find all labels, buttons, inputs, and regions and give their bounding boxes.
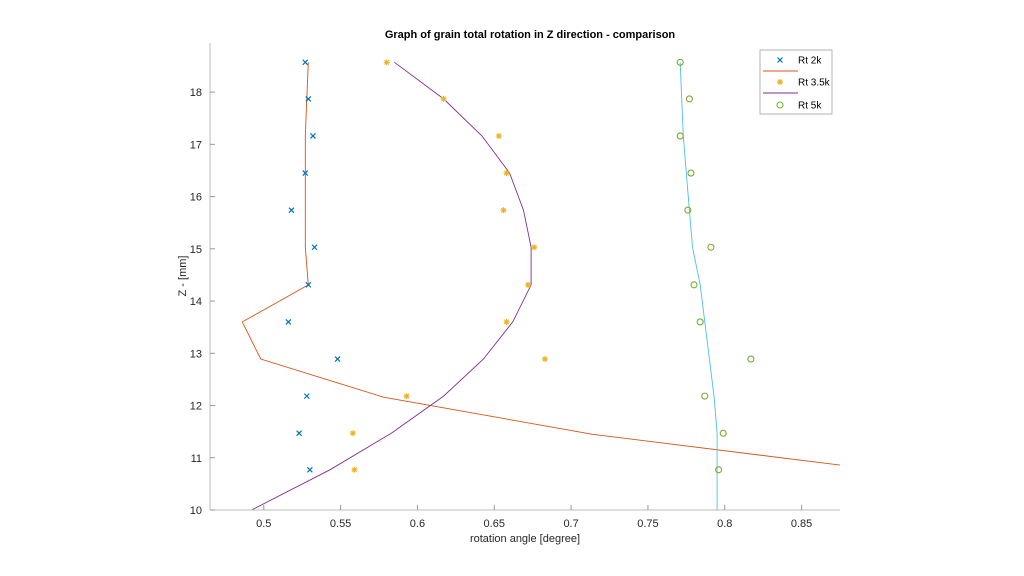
data-point <box>676 58 684 66</box>
y-tick-label: 16 <box>190 192 202 204</box>
plot-area <box>241 58 840 510</box>
x-tick-label: 0.7 <box>563 518 578 530</box>
data-point <box>334 356 341 362</box>
x-tick-label: 0.8 <box>717 518 732 530</box>
data-point <box>500 207 507 214</box>
data-point <box>302 170 309 176</box>
data-point <box>690 281 698 289</box>
fit-line <box>679 62 718 510</box>
x-tick-label: 0.85 <box>791 518 812 530</box>
fit-line <box>241 62 840 466</box>
y-tick-label: 18 <box>190 87 202 99</box>
legend-label: Rt 2k <box>798 56 822 67</box>
data-point <box>440 95 447 102</box>
data-point <box>687 169 695 177</box>
data-point <box>288 207 295 214</box>
y-tick-label: 17 <box>190 139 202 151</box>
axes: 0.5 0.55 0.6 0.65 0.7 0.75 0.8 0.85 10 11 12 13 14 15… <box>190 43 840 530</box>
data-point <box>541 356 548 363</box>
legend: Rt 2k Rt 3.5k Rt 5k <box>759 49 833 115</box>
x-tick-label: 0.55 <box>330 518 351 530</box>
data-point <box>285 319 292 325</box>
data-point <box>685 95 693 103</box>
data-point <box>696 318 704 326</box>
data-point <box>503 318 510 325</box>
legend-box <box>759 49 833 115</box>
y-tick-label: 15 <box>190 244 202 256</box>
x-axis-label: rotation angle [degree] <box>470 533 580 545</box>
x-tick-label: 0.5 <box>256 518 271 530</box>
y-tick-label: 12 <box>190 401 202 413</box>
legend-marker <box>777 57 783 63</box>
data-point <box>503 170 510 177</box>
y-tick-label: 10 <box>190 505 202 517</box>
legend-label: Rt 3.5k <box>798 78 831 89</box>
chart-title: Graph of grain total rotation in Z direc… <box>385 29 676 41</box>
fit-line <box>251 61 532 510</box>
data-point <box>310 133 316 139</box>
data-point <box>719 429 727 437</box>
data-point <box>303 393 310 400</box>
data-point <box>383 59 390 66</box>
data-point <box>305 281 312 288</box>
data-point <box>349 430 356 437</box>
data-point <box>311 244 318 251</box>
legend-marker <box>777 79 783 85</box>
data-point <box>305 95 312 102</box>
data-point <box>531 244 538 251</box>
data-point <box>715 466 723 474</box>
data-point <box>351 466 358 473</box>
x-tick-label: 0.6 <box>410 518 425 530</box>
data-point <box>747 355 755 363</box>
y-tick-label: 14 <box>190 296 202 308</box>
x-tick-label: 0.65 <box>484 518 505 530</box>
y-tick-label: 13 <box>190 348 202 360</box>
x-tick-label: 0.75 <box>637 518 658 530</box>
data-point <box>296 430 303 437</box>
data-point <box>701 392 709 400</box>
data-point <box>676 132 684 140</box>
legend-label: Rt 5k <box>798 101 822 112</box>
data-point <box>684 206 692 214</box>
data-point <box>302 59 309 66</box>
data-point <box>525 281 532 288</box>
y-tick-label: 11 <box>191 453 202 465</box>
data-point <box>306 466 313 473</box>
data-point <box>495 132 502 139</box>
data-point <box>707 243 715 251</box>
legend-marker <box>776 101 784 109</box>
data-point <box>403 393 410 400</box>
y-axis-label: Z - [mm] <box>177 256 189 297</box>
